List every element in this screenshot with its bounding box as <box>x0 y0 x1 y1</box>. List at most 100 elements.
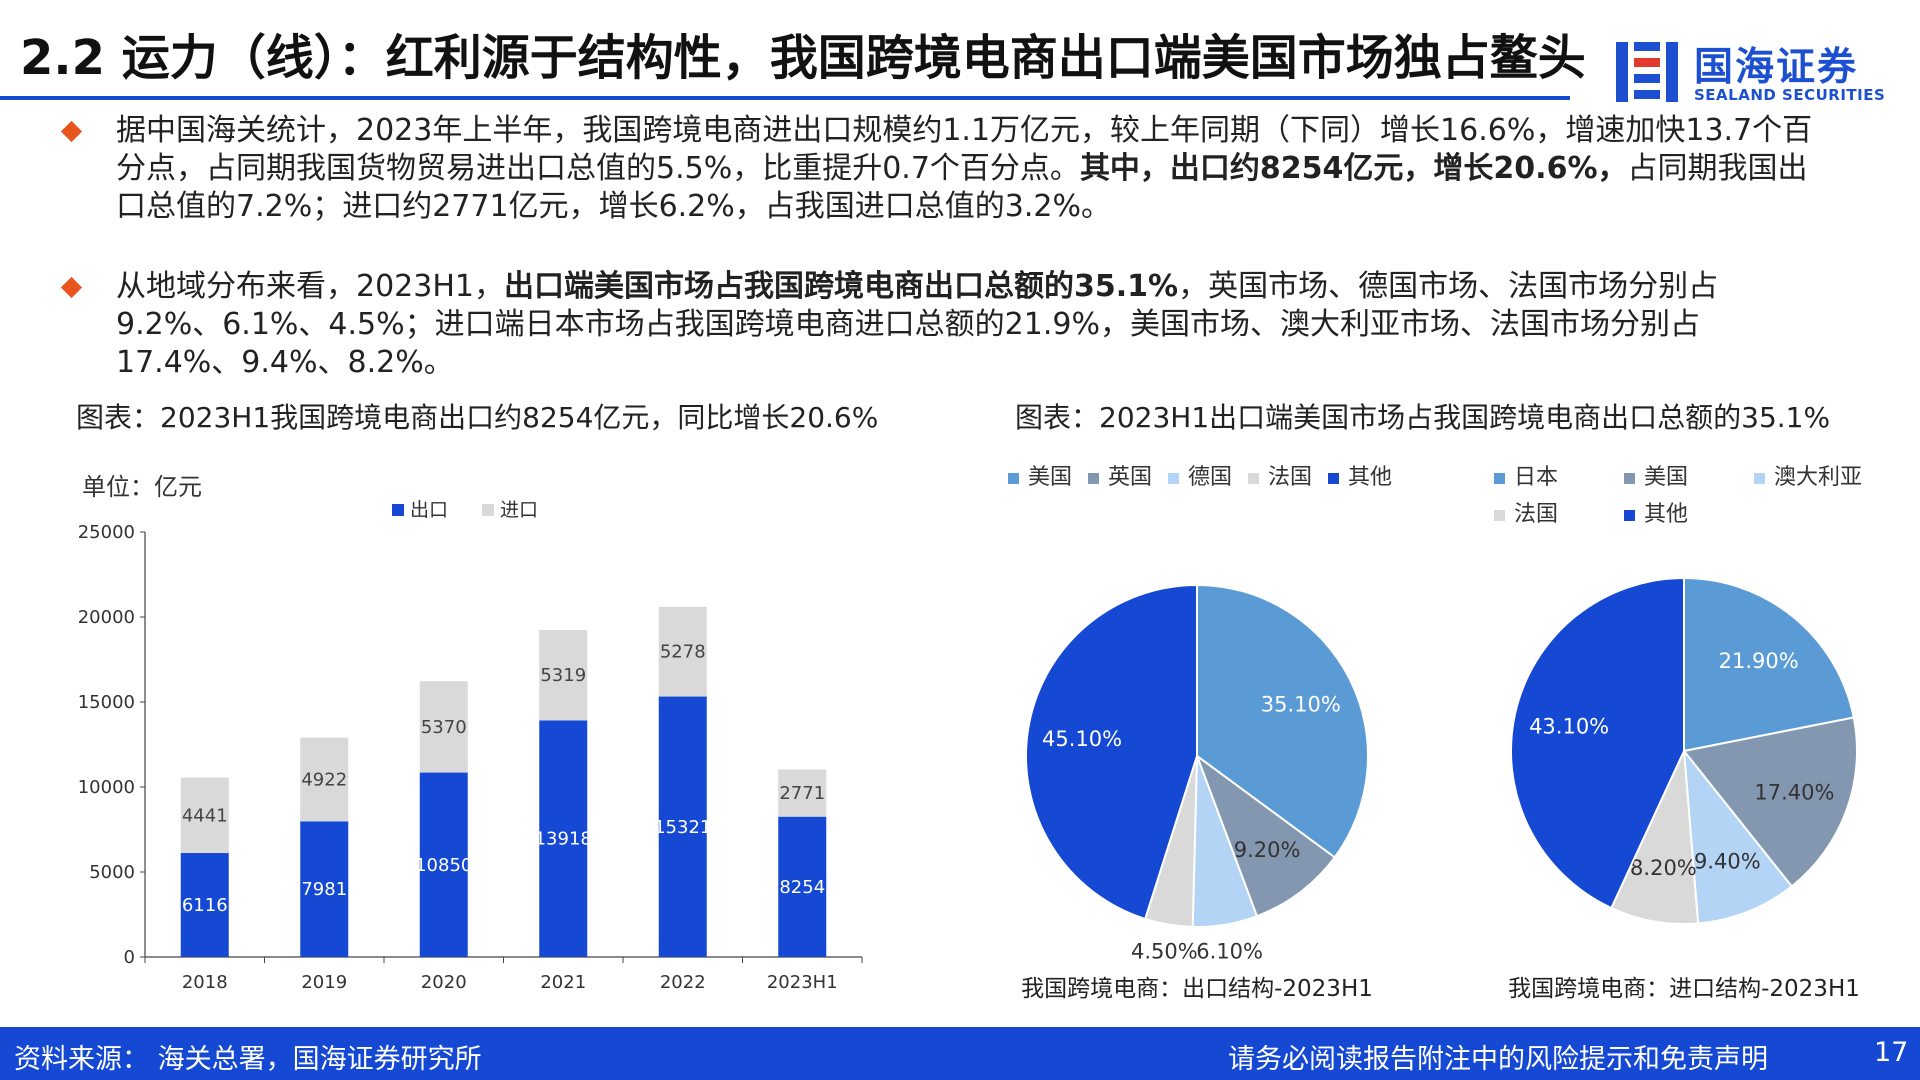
bar-segment-进口 <box>419 681 468 773</box>
bar-value-label: 8254 <box>779 877 825 898</box>
bullet-text: 据中国海关统计，2023年上半年，我国跨境电商进出口规模约1.1万亿元，较上年同… <box>116 112 1824 226</box>
pie-value-label: 9.20% <box>1234 838 1301 862</box>
footer-source: 资料来源： 海关总署，国海证券研究所 <box>14 1044 482 1075</box>
y-tick-label: 20000 <box>78 607 135 628</box>
legend-label-0: 出口 <box>410 499 448 521</box>
pie-title: 我国跨境电商：进口结构-2023H1 <box>1508 976 1860 1002</box>
bar-value-label: 4441 <box>182 805 228 826</box>
y-tick-label: 15000 <box>78 692 135 713</box>
logo-chinese-name: 国海证券 <box>1694 45 1859 90</box>
x-tick-label: 2022 <box>660 972 706 993</box>
bar-segment-进口 <box>658 606 707 697</box>
company-logo: 国海证券 SEALAND SECURITIES <box>1612 36 1886 108</box>
pie-legend-swatch-2 <box>1754 473 1765 484</box>
pie-slice-其他 <box>1510 576 1685 910</box>
bar-segment-进口 <box>180 777 229 854</box>
pie-value-label: 9.40% <box>1694 849 1761 873</box>
y-tick-label: 0 <box>124 947 135 968</box>
pie-legend-swatch-0 <box>1494 473 1505 484</box>
bullet-text-bold-segment: 出口端美国市场占我国跨境电商出口总额的35.1% <box>504 269 1179 304</box>
bar-value-label: 5319 <box>540 665 586 686</box>
pie-value-label: 35.10% <box>1261 693 1341 717</box>
bar-value-label: 10850 <box>415 855 472 876</box>
page-title: 2.2 运力（线）：红利源于结构性，我国跨境电商出口端美国市场独占鳌头 <box>20 30 1586 86</box>
pie-legend-label-1: 英国 <box>1108 465 1152 490</box>
bar-segment-出口 <box>300 821 349 957</box>
legend-label-1: 进口 <box>500 499 538 521</box>
x-tick-label: 2018 <box>182 972 228 993</box>
bar-value-label: 7981 <box>301 879 347 900</box>
bullet-text-bold-segment: 其中，出口约8254亿元，增长20.6%， <box>1079 151 1628 186</box>
pie-legend-label-2: 德国 <box>1188 465 1232 490</box>
x-tick-label: 2023H1 <box>767 972 838 993</box>
legend-swatch-1 <box>482 504 494 516</box>
bullet-text-segment: 据中国海关统计，2023年上半年，我国跨境电商进出口规模约1.1万亿元，较上年同… <box>116 113 1813 186</box>
pie-value-label: 6.10% <box>1196 939 1263 963</box>
pie-legend-label-0: 美国 <box>1028 465 1072 490</box>
pie-slice-日本 <box>1683 576 1855 753</box>
pie-legend-swatch-4 <box>1328 473 1339 484</box>
bar-segment-进口 <box>300 737 349 822</box>
y-tick-label: 25000 <box>78 522 135 543</box>
pie-legend-swatch-3 <box>1248 473 1259 484</box>
y-tick-label: 10000 <box>78 777 135 798</box>
pie-slice-法国 <box>1609 747 1700 925</box>
bar-segment-出口 <box>419 772 468 957</box>
bar-segment-出口 <box>778 816 827 957</box>
pie-legend-swatch-1 <box>1088 473 1099 484</box>
pie-title: 我国跨境电商：出口结构-2023H1 <box>1021 976 1373 1002</box>
footer-disclaimer: 请务必阅读报告附注中的风险提示和免责声明 <box>1228 1044 1768 1075</box>
logo-english-name: SEALAND SECURITIES <box>1694 86 1886 104</box>
pie-slice-美国 <box>1682 716 1858 888</box>
bar-value-label: 2771 <box>779 783 825 804</box>
x-tick-label: 2020 <box>421 972 467 993</box>
pie-legend-swatch-2 <box>1168 473 1179 484</box>
bar-value-label: 15321 <box>654 817 711 838</box>
pie-slice-英国 <box>1194 753 1337 918</box>
bullet-customs-stats: 据中国海关统计，2023年上半年，我国跨境电商进出口规模约1.1万亿元，较上年同… <box>60 112 1824 226</box>
page-number: 17 <box>1874 1037 1909 1068</box>
pie-legend-swatch-3 <box>1494 510 1505 521</box>
bullet-text-segment: 从地域分布来看，2023H1， <box>116 269 504 304</box>
bar-segment-进口 <box>778 769 827 817</box>
bullet-text: 从地域分布来看，2023H1，出口端美国市场占我国跨境电商出口总额的35.1%，… <box>116 268 1824 382</box>
logo-mark-icon <box>1616 42 1678 102</box>
chart-caption-left: 图表：2023H1我国跨境电商出口约8254亿元，同比增长20.6% <box>76 401 879 434</box>
pie-value-label: 21.90% <box>1719 649 1799 673</box>
pie-value-label: 45.10% <box>1042 727 1122 751</box>
bar-value-label: 4922 <box>301 769 347 790</box>
pie-legend-label-3: 法国 <box>1514 502 1558 527</box>
pie-slice-其他 <box>1025 583 1198 921</box>
bullet-diamond-icon <box>60 120 83 143</box>
pie-legend-swatch-0 <box>1008 473 1019 484</box>
chart-unit-label: 单位：亿元 <box>82 473 202 501</box>
pie-legend-label-0: 日本 <box>1514 465 1558 490</box>
bar-segment-进口 <box>539 629 588 721</box>
bar-segment-出口 <box>180 853 229 957</box>
bar-value-label: 13918 <box>535 829 592 850</box>
chart-caption-right: 图表：2023H1出口端美国市场占我国跨境电商出口总额的35.1% <box>1015 401 1831 434</box>
pie-legend-label-2: 澳大利亚 <box>1774 465 1862 490</box>
bar-segment-出口 <box>658 696 707 957</box>
pie-legend-label-3: 法国 <box>1268 465 1312 490</box>
footer-bar: 资料来源： 海关总署，国海证券研究所 请务必阅读报告附注中的风险提示和免责声明 … <box>0 1027 1920 1080</box>
pie-legend-swatch-4 <box>1624 510 1635 521</box>
bullet-text-segment: 占同期我国出口总值的7.2%；进口约2771亿元，增长6.2%，占我国进口总值的… <box>116 151 1808 224</box>
title-divider <box>0 96 1570 100</box>
pie-legend-label-4: 其他 <box>1348 465 1392 490</box>
legend-swatch-0 <box>392 504 404 516</box>
pie-slice-美国 <box>1196 583 1369 859</box>
bullet-text-segment: ，英国市场、德国市场、法国市场分别占9.2%、6.1%、4.5%；进口端日本市场… <box>116 269 1719 380</box>
pie-legend-label-4: 其他 <box>1644 502 1688 527</box>
pie-legend-label-1: 美国 <box>1644 465 1688 490</box>
y-tick-label: 5000 <box>89 862 135 883</box>
pie-value-label: 8.20% <box>1630 856 1697 880</box>
export-structure-pie-chart: 美国 英国 德国 法国 其他 35.10% 9.20% 6.10%4.50% 45.10% 我国跨… <box>1008 465 1392 1002</box>
bar-segment-出口 <box>539 720 588 957</box>
bullet-regional-distribution: 从地域分布来看，2023H1，出口端美国市场占我国跨境电商出口总额的35.1%，… <box>60 268 1824 382</box>
pie-slice-澳大利亚 <box>1682 747 1794 925</box>
x-tick-label: 2021 <box>540 972 586 993</box>
bar-value-label: 5370 <box>421 717 467 738</box>
